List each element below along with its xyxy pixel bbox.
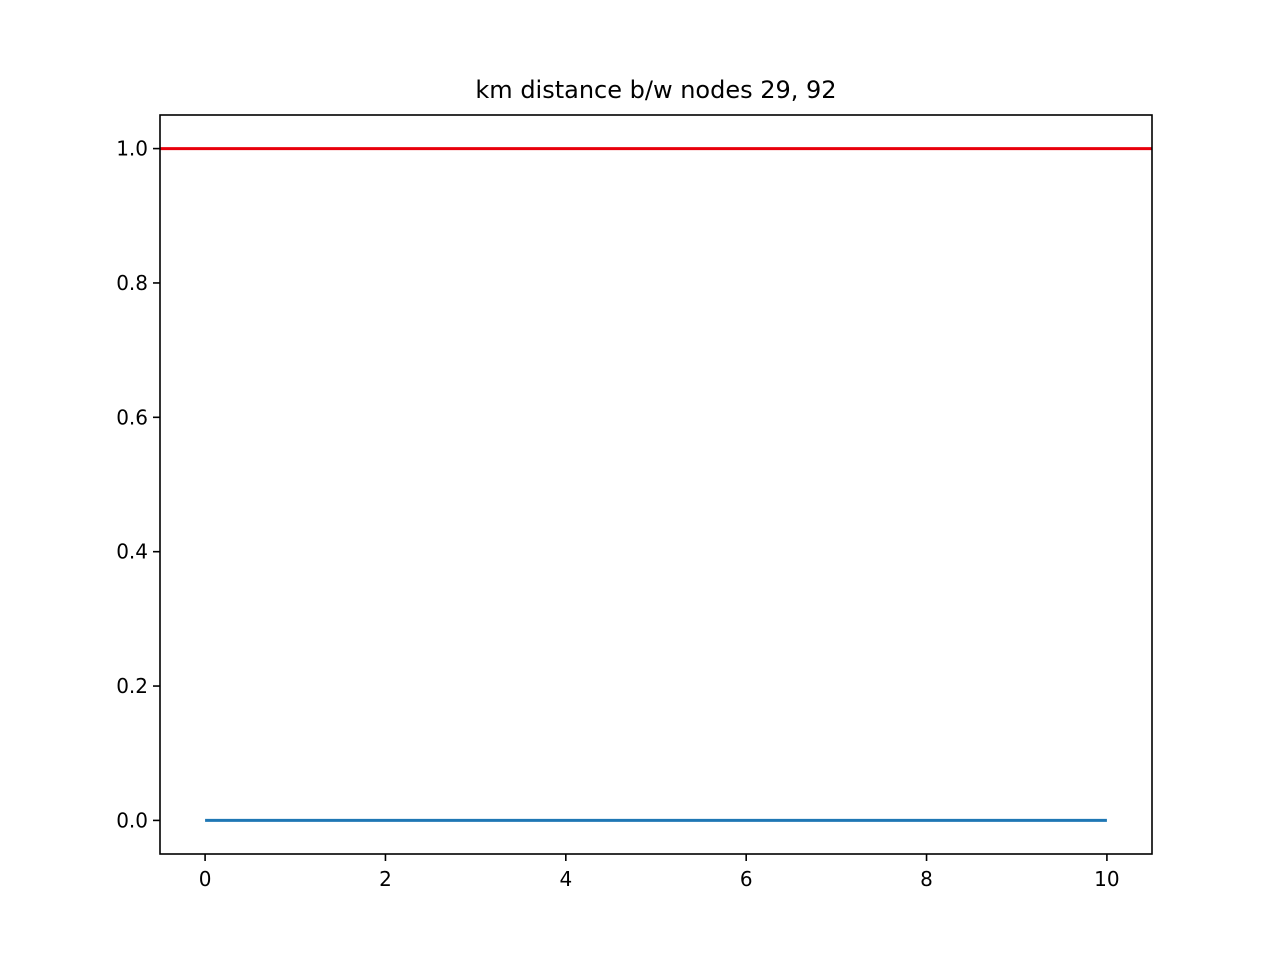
x-tick-label: 8	[920, 867, 933, 891]
plot-area	[160, 147, 1152, 822]
x-axis: 0 2 4 6 8 10	[199, 854, 1120, 891]
chart-title: km distance b/w nodes 29, 92	[475, 76, 836, 104]
x-tick-label: 0	[199, 867, 212, 891]
y-tick-label: 0.6	[116, 405, 148, 429]
x-tick-label: 2	[379, 867, 392, 891]
y-tick-label: 0.0	[116, 808, 148, 832]
x-tick-label: 6	[740, 867, 753, 891]
x-tick-label: 10	[1094, 867, 1119, 891]
y-tick-label: 0.8	[116, 271, 148, 295]
axes-frame	[159, 114, 1153, 855]
y-tick-label: 0.2	[116, 674, 148, 698]
y-axis: 0.0 0.2 0.4 0.6 0.8 1.0	[116, 137, 160, 832]
y-tick-label: 1.0	[116, 137, 148, 161]
x-tick-label: 4	[559, 867, 572, 891]
y-tick-label: 0.4	[116, 540, 148, 564]
